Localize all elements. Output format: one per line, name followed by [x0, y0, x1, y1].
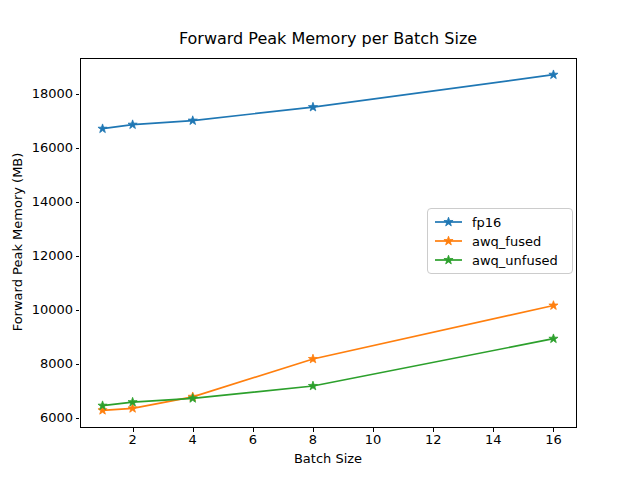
x-tick-label: 6 [229, 432, 277, 447]
x-axis-label: Batch Size [80, 451, 576, 466]
legend-line-marker-icon [435, 234, 462, 248]
marker-fp16 [308, 102, 317, 111]
x-tick-label: 2 [109, 432, 157, 447]
chart-title: Forward Peak Memory per Batch Size [80, 29, 576, 48]
marker-awq_unfused [549, 334, 558, 343]
y-tick-label: 12000 [32, 248, 73, 264]
y-tick-label: 8000 [40, 356, 73, 372]
legend-entry-fp16: fp16 [435, 213, 564, 231]
series-line-fp16 [103, 75, 554, 129]
legend-line-marker-icon [435, 215, 462, 229]
y-tick-label: 14000 [32, 194, 73, 210]
y-tick-label: 16000 [32, 140, 73, 156]
series-line-awq_unfused [103, 339, 554, 406]
marker-awq_fused [128, 404, 137, 413]
x-tick-label: 4 [169, 432, 217, 447]
figure: Forward Peak Memory per Batch Size Forwa… [0, 0, 640, 480]
y-tick-label: 6000 [40, 410, 73, 426]
y-tick-label: 18000 [32, 86, 73, 102]
legend-entry-awq_unfused: awq_unfused [435, 251, 564, 269]
marker-fp16 [128, 120, 137, 129]
legend-label: fp16 [472, 215, 501, 230]
y-tick-label: 10000 [32, 302, 73, 318]
series-line-awq_fused [103, 306, 554, 411]
legend-label: awq_fused [472, 234, 541, 249]
legend-entry-awq_fused: awq_fused [435, 232, 564, 250]
legend: fp16 awq_fused awq_unfused [427, 208, 573, 274]
y-axis-label: Forward Peak Memory (MB) [10, 153, 25, 332]
marker-fp16 [98, 124, 107, 133]
legend-label: awq_unfused [472, 253, 558, 268]
marker-awq_fused [308, 354, 317, 363]
marker-fp16 [549, 70, 558, 79]
x-tick-label: 10 [349, 432, 397, 447]
x-tick-label: 16 [529, 432, 577, 447]
x-tick-label: 14 [469, 432, 517, 447]
marker-awq_fused [549, 301, 558, 310]
marker-awq_unfused [308, 381, 317, 390]
x-tick-label: 12 [409, 432, 457, 447]
marker-fp16 [188, 116, 197, 125]
x-tick-label: 8 [289, 432, 337, 447]
legend-line-marker-icon [435, 253, 462, 267]
